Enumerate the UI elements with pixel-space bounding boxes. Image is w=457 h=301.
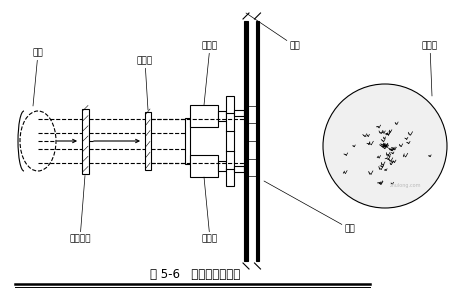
Circle shape xyxy=(323,84,447,208)
Bar xyxy=(226,96,234,186)
Bar xyxy=(218,111,226,121)
Text: 千斤顶: 千斤顶 xyxy=(202,177,218,244)
Bar xyxy=(218,161,226,171)
Text: 图 5-6   钢管横撑安装图: 图 5-6 钢管横撑安装图 xyxy=(150,268,240,281)
Text: 活络缩头: 活络缩头 xyxy=(69,175,91,244)
Bar xyxy=(185,118,190,164)
Text: 钢棍: 钢棍 xyxy=(246,13,300,51)
Text: 围檩: 围檩 xyxy=(264,181,356,234)
Text: 千斤顶: 千斤顶 xyxy=(202,42,218,105)
Bar xyxy=(82,108,89,173)
Text: 活络头: 活络头 xyxy=(137,57,153,110)
Text: 椎注桩: 椎注桩 xyxy=(422,42,438,96)
Bar xyxy=(190,105,218,127)
Bar xyxy=(244,21,248,261)
Text: zhulong.com: zhulong.com xyxy=(389,184,421,188)
Bar xyxy=(234,110,244,116)
Text: 钢管: 钢管 xyxy=(32,48,43,106)
Bar xyxy=(190,155,218,177)
Bar xyxy=(256,21,259,261)
Bar xyxy=(234,166,244,172)
Bar xyxy=(145,112,151,170)
